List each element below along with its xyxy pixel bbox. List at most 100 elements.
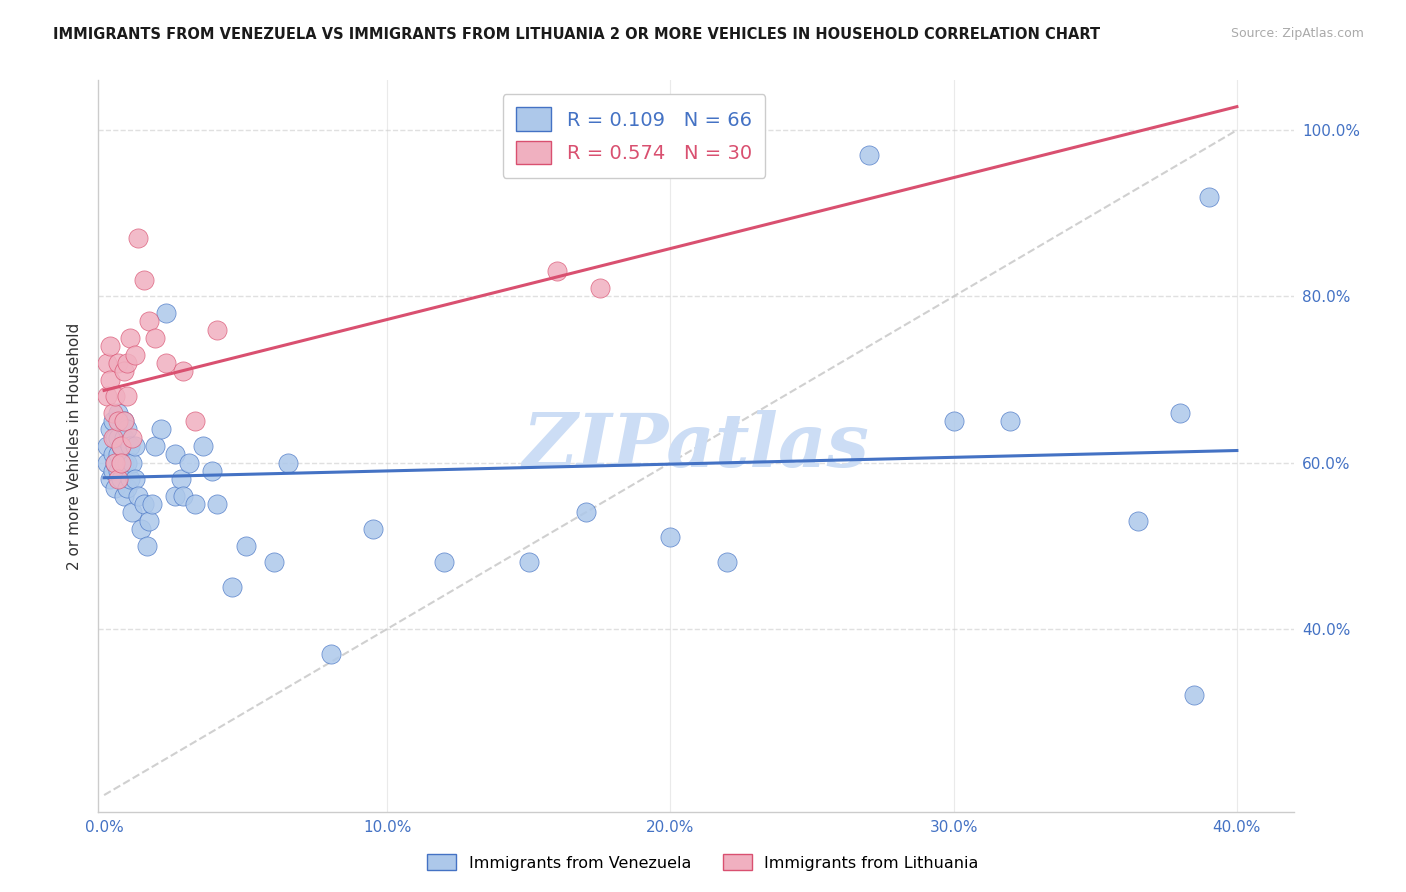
Point <box>132 273 155 287</box>
Point <box>96 389 118 403</box>
Point <box>115 422 138 436</box>
Point <box>112 414 135 428</box>
Point <box>207 323 229 337</box>
Point <box>942 414 965 428</box>
Point <box>98 422 121 436</box>
Point <box>110 439 132 453</box>
Point <box>110 472 132 486</box>
Point <box>517 555 540 569</box>
Point <box>207 497 229 511</box>
Point <box>163 447 186 461</box>
Point <box>235 539 257 553</box>
Point <box>112 364 135 378</box>
Point <box>129 522 152 536</box>
Point <box>138 314 160 328</box>
Point <box>107 356 129 370</box>
Point <box>98 372 121 386</box>
Point <box>127 231 149 245</box>
Point <box>112 456 135 470</box>
Point <box>163 489 186 503</box>
Legend: R = 0.109   N = 66, R = 0.574   N = 30: R = 0.109 N = 66, R = 0.574 N = 30 <box>502 94 765 178</box>
Point <box>96 356 118 370</box>
Point <box>107 472 129 486</box>
Point <box>263 555 285 569</box>
Point <box>115 456 138 470</box>
Point <box>155 306 177 320</box>
Point <box>589 281 612 295</box>
Point <box>104 481 127 495</box>
Point <box>104 389 127 403</box>
Point <box>118 439 141 453</box>
Point <box>115 481 138 495</box>
Point <box>101 406 124 420</box>
Point <box>155 356 177 370</box>
Point <box>141 497 163 511</box>
Point <box>1198 189 1220 203</box>
Point <box>107 414 129 428</box>
Point <box>135 539 157 553</box>
Point <box>107 431 129 445</box>
Point <box>110 456 132 470</box>
Point <box>98 339 121 353</box>
Point <box>110 439 132 453</box>
Point <box>112 431 135 445</box>
Point <box>107 406 129 420</box>
Point <box>183 497 205 511</box>
Point <box>101 414 124 428</box>
Point <box>574 506 596 520</box>
Point <box>659 530 682 544</box>
Point <box>101 431 124 445</box>
Point <box>433 555 456 569</box>
Point <box>183 414 205 428</box>
Point <box>177 456 200 470</box>
Point <box>107 447 129 461</box>
Point <box>277 456 299 470</box>
Point <box>1168 406 1191 420</box>
Point <box>127 489 149 503</box>
Point <box>96 439 118 453</box>
Point <box>118 472 141 486</box>
Point <box>101 447 124 461</box>
Point <box>124 439 146 453</box>
Point <box>221 580 243 594</box>
Point <box>118 331 141 345</box>
Point <box>115 356 138 370</box>
Point <box>110 456 132 470</box>
Point <box>98 472 121 486</box>
Point <box>96 456 118 470</box>
Point <box>115 389 138 403</box>
Point <box>716 555 738 569</box>
Point <box>201 464 224 478</box>
Point <box>138 514 160 528</box>
Point <box>124 348 146 362</box>
Point <box>104 456 127 470</box>
Point <box>121 506 143 520</box>
Point <box>169 472 191 486</box>
Point <box>319 647 342 661</box>
Legend: Immigrants from Venezuela, Immigrants from Lithuania: Immigrants from Venezuela, Immigrants fr… <box>419 847 987 879</box>
Point <box>172 489 194 503</box>
Point <box>107 464 129 478</box>
Point <box>1184 689 1206 703</box>
Point <box>101 464 124 478</box>
Y-axis label: 2 or more Vehicles in Household: 2 or more Vehicles in Household <box>66 322 82 570</box>
Point <box>124 472 146 486</box>
Point <box>104 456 127 470</box>
Point <box>1126 514 1149 528</box>
Point <box>121 431 143 445</box>
Point <box>121 456 143 470</box>
Point <box>143 439 166 453</box>
Point <box>858 148 880 162</box>
Point <box>143 331 166 345</box>
Text: Source: ZipAtlas.com: Source: ZipAtlas.com <box>1230 27 1364 40</box>
Point <box>361 522 384 536</box>
Point <box>193 439 215 453</box>
Point <box>104 431 127 445</box>
Text: ZIPatlas: ZIPatlas <box>523 409 869 483</box>
Point <box>546 264 568 278</box>
Point <box>112 414 135 428</box>
Point <box>172 364 194 378</box>
Point <box>149 422 172 436</box>
Point <box>1000 414 1022 428</box>
Text: IMMIGRANTS FROM VENEZUELA VS IMMIGRANTS FROM LITHUANIA 2 OR MORE VEHICLES IN HOU: IMMIGRANTS FROM VENEZUELA VS IMMIGRANTS … <box>53 27 1101 42</box>
